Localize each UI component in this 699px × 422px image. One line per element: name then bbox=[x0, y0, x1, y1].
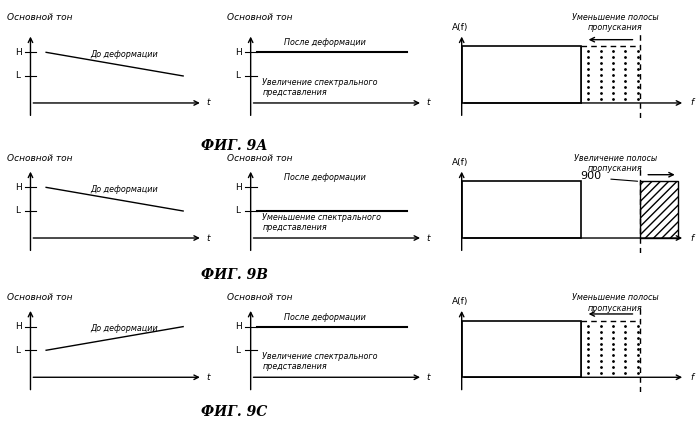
Text: До деформации: До деформации bbox=[91, 325, 158, 333]
Text: f: f bbox=[690, 233, 693, 243]
Text: L: L bbox=[235, 206, 240, 216]
Text: H: H bbox=[235, 322, 242, 331]
Text: L: L bbox=[235, 71, 240, 81]
Text: Основной тон: Основной тон bbox=[7, 293, 73, 302]
Text: H: H bbox=[15, 48, 22, 57]
Text: H: H bbox=[235, 183, 242, 192]
Text: Увеличение спектрального
представления: Увеличение спектрального представления bbox=[262, 352, 378, 371]
Text: До деформации: До деформации bbox=[91, 50, 158, 59]
Text: L: L bbox=[15, 206, 20, 216]
Text: После деформации: После деформации bbox=[284, 173, 366, 182]
Text: Основной тон: Основной тон bbox=[227, 154, 293, 163]
Text: Уменьшение полосы
пропускания: Уменьшение полосы пропускания bbox=[572, 293, 659, 313]
Text: H: H bbox=[235, 48, 242, 57]
Bar bbox=[461, 321, 581, 377]
Text: t: t bbox=[207, 98, 210, 108]
Text: t: t bbox=[427, 98, 431, 108]
Text: Увеличение полосы
пропускания: Увеличение полосы пропускания bbox=[574, 154, 657, 173]
Text: Основной тон: Основной тон bbox=[7, 154, 73, 163]
Bar bbox=[461, 46, 581, 103]
Text: t: t bbox=[427, 373, 431, 382]
Text: f: f bbox=[690, 98, 693, 108]
Text: После деформации: После деформации bbox=[284, 38, 366, 47]
Text: Уменьшение спектрального
представления: Уменьшение спектрального представления bbox=[262, 213, 382, 232]
Text: A(f): A(f) bbox=[452, 23, 468, 32]
Text: H: H bbox=[15, 322, 22, 331]
Text: Основной тон: Основной тон bbox=[227, 13, 293, 22]
Text: До деформации: До деформации bbox=[91, 185, 158, 194]
Text: t: t bbox=[207, 373, 210, 382]
Text: ФИГ. 9В: ФИГ. 9В bbox=[201, 268, 268, 282]
Text: A(f): A(f) bbox=[452, 298, 468, 306]
Text: После деформации: После деформации bbox=[284, 313, 366, 322]
Text: Основной тон: Основной тон bbox=[227, 293, 293, 302]
Text: 900: 900 bbox=[580, 170, 601, 181]
Text: L: L bbox=[235, 346, 240, 355]
Text: Основной тон: Основной тон bbox=[7, 13, 73, 22]
Bar bbox=[640, 181, 677, 238]
Text: L: L bbox=[15, 346, 20, 355]
Text: ФИГ. 9С: ФИГ. 9С bbox=[201, 405, 267, 419]
Text: H: H bbox=[15, 183, 22, 192]
Text: Увеличение спектрального
представления: Увеличение спектрального представления bbox=[262, 78, 378, 97]
Text: A(f): A(f) bbox=[452, 158, 468, 167]
Text: t: t bbox=[207, 233, 210, 243]
Bar bbox=[461, 181, 581, 238]
Text: ФИГ. 9А: ФИГ. 9А bbox=[201, 139, 268, 153]
Text: f: f bbox=[690, 373, 693, 382]
Text: L: L bbox=[15, 71, 20, 81]
Text: Уменьшение полосы
пропускания: Уменьшение полосы пропускания bbox=[572, 13, 659, 32]
Text: t: t bbox=[427, 233, 431, 243]
